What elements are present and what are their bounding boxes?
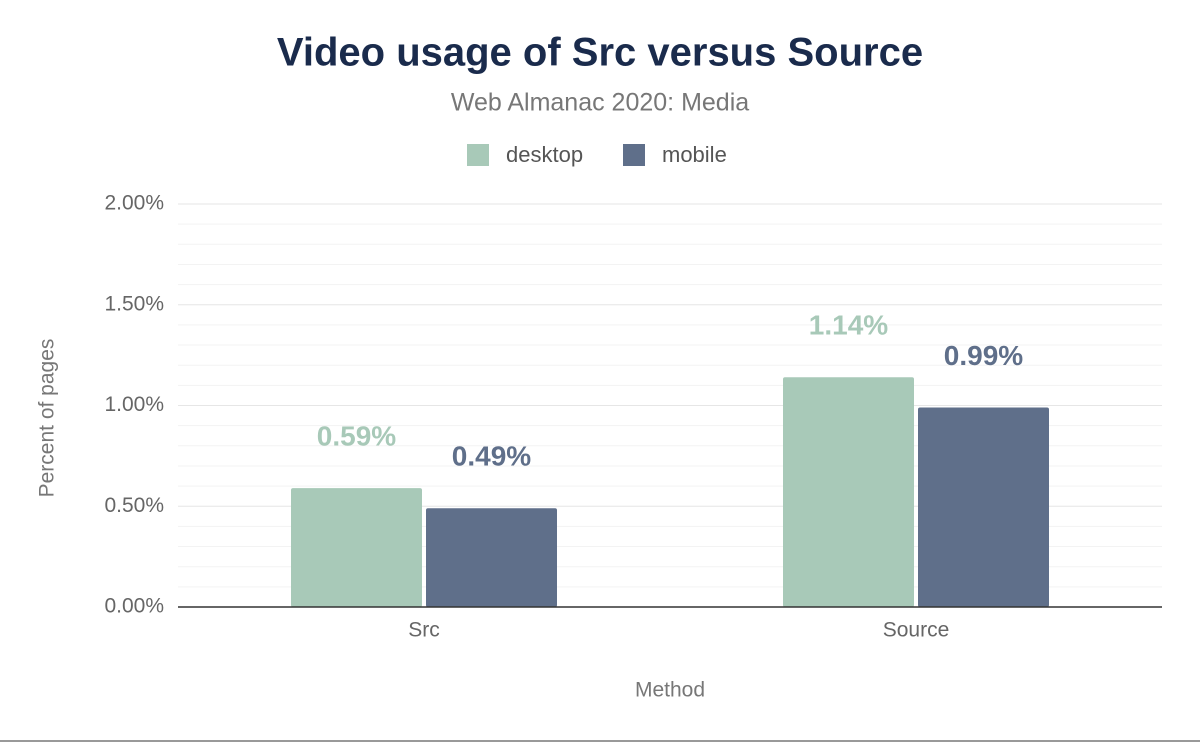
- legend-swatch: [467, 144, 489, 166]
- x-tick-label: Src: [408, 619, 440, 642]
- bar: [918, 407, 1049, 607]
- value-label: 0.59%: [317, 421, 396, 452]
- y-tick-label: 0.50%: [104, 494, 164, 517]
- legend-label: mobile: [662, 142, 727, 167]
- chart-subtitle: Web Almanac 2020: Media: [451, 89, 749, 117]
- y-tick-label: 1.50%: [104, 292, 164, 315]
- y-tick-label: 0.00%: [104, 595, 164, 618]
- bottom-border: [0, 740, 1200, 742]
- x-axis-title: Method: [635, 679, 705, 702]
- y-tick-label: 2.00%: [104, 192, 164, 215]
- value-label: 1.14%: [809, 310, 888, 341]
- value-label: 0.49%: [452, 441, 531, 472]
- value-label: 0.99%: [944, 340, 1023, 371]
- chart-title: Video usage of Src versus Source: [277, 31, 923, 75]
- bar: [783, 377, 914, 607]
- x-tick-label: Source: [883, 619, 950, 642]
- legend-label: desktop: [506, 142, 583, 167]
- legend-swatch: [623, 144, 645, 166]
- y-axis-title: Percent of pages: [36, 339, 59, 498]
- bar: [426, 508, 557, 607]
- bar: [291, 488, 422, 607]
- y-tick-label: 1.00%: [104, 393, 164, 416]
